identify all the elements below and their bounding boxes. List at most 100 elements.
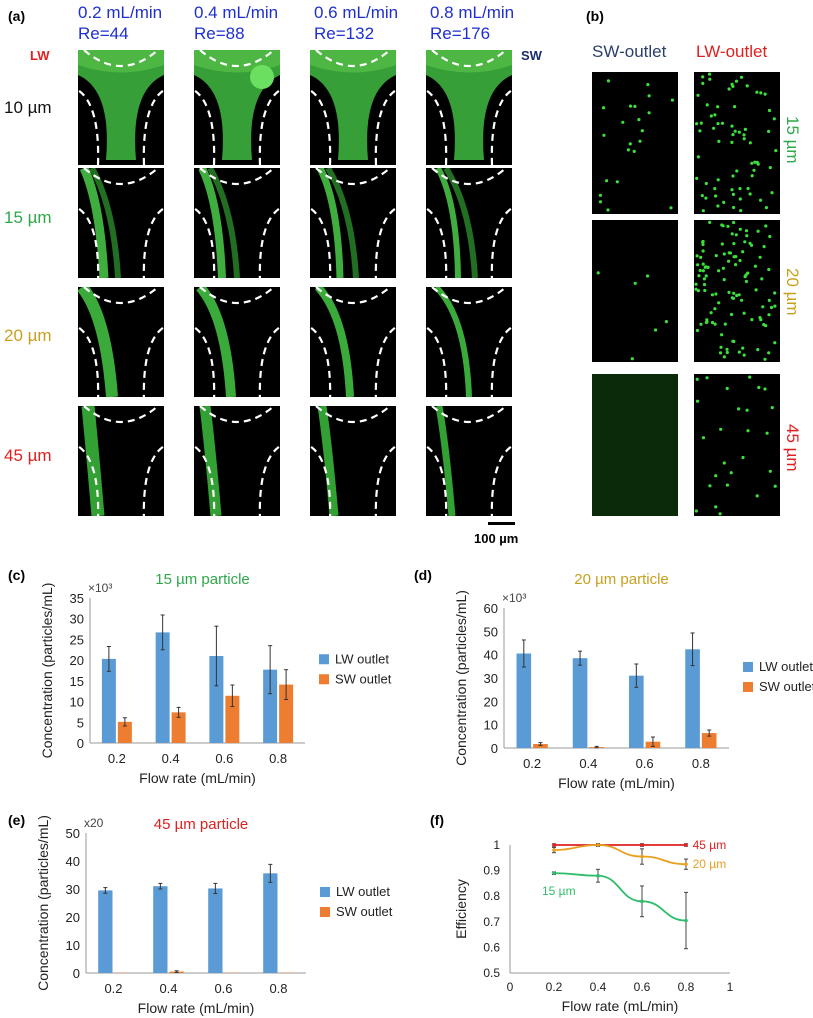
scale-bar-label: 100 µm [474,531,519,546]
y-tick-label: 50 [484,624,498,639]
bar [171,712,186,743]
y-tick-label: 15 [70,674,84,689]
chart-45um-concentration: (e) 45 µm particle x20 0 10 20 30 40 50 0.2 0.4 0.6… [8,812,393,1016]
chart-title: 20 µm particle [574,571,669,588]
chart-20um-concentration: (d) 20 µm particle ×10³ 0 10 20 30 40 50 60 0.2 0.4… [414,567,813,791]
x-tick-label: 0.6 [634,980,651,994]
micrograph-tile [194,287,280,397]
panel-label: (d) [414,567,432,583]
y-axis-label: Efficiency [453,879,469,939]
bar [101,658,116,743]
micrograph-tile [310,168,396,278]
column-header-3: 0.6 mL/min Re=132 [314,2,398,44]
data-point [552,848,556,852]
fluorescence-tile [592,374,678,516]
x-tick-label: 0.4 [579,756,597,771]
panel-label: (c) [8,567,25,583]
micrograph-tile [426,50,512,165]
x-axis-label: Flow rate (mL/min) [139,770,256,786]
column-header-4: 0.8 mL/min Re=176 [430,2,514,44]
legend-label: SW outlet [335,671,392,686]
y-tick-label: 20 [484,694,498,709]
y-tick-label: 0 [73,966,80,981]
x-axis-label: Flow rate (mL/min) [558,775,675,791]
bar [279,684,294,743]
y-tick-label: 30 [484,671,498,686]
lw-outlet-label: LW-outlet [696,42,768,61]
panel-label: (e) [8,812,25,828]
legend-swatch [743,682,753,692]
column-header-1: 0.2 mL/min Re=44 [78,2,162,44]
y-axis-label: Concentration (particles/mL) [35,815,51,991]
micrograph-tile [78,287,164,397]
reynolds-label: Re=176 [430,24,491,43]
bar [572,658,588,748]
x-tick-label: 0.4 [159,981,177,996]
legend-label: LW outlet [336,884,390,899]
bar [685,649,700,748]
bar [263,669,278,743]
bar [117,721,132,743]
x-tick-label: 1 [727,980,734,994]
micrograph-tile [310,287,396,397]
y-tick-label: 30 [70,612,84,627]
micrograph-tile [310,50,396,165]
micrograph-tile [194,406,280,516]
panel-b-label: (b) [586,8,604,24]
x-tick-label: 0.2 [108,751,126,766]
y-tick-label: 0.9 [483,864,500,878]
legend-label: LW outlet [335,651,389,666]
legend-swatch [319,674,329,685]
y-tick-label: 30 [66,882,80,897]
micrograph-tile [310,406,396,516]
column-header-2: 0.4 mL/min Re=88 [194,2,278,44]
row-label-45um: 45 µm [4,446,52,465]
legend-swatch [320,907,330,917]
legend-swatch [320,887,330,897]
scale-bar [488,522,515,525]
row-label-15um: 15 µm [4,208,52,227]
flow-rate-label: 0.8 mL/min [430,3,515,22]
bar [533,744,548,748]
lw-label: LW [30,48,50,63]
x-tick-label: 0.6 [215,751,233,766]
micrograph-tile [426,168,512,278]
x-tick-label: 0.2 [104,981,122,996]
bar [701,733,717,748]
fluo-row-label-20um: 20 µm [783,268,802,316]
legend-swatch [319,654,329,665]
legend-label: SW outlet [336,904,393,919]
series-label: 20 µm [693,857,727,871]
data-point [640,899,644,904]
data-point [552,843,556,847]
micrograph-tile [78,406,164,516]
chart-efficiency: (f) 0.5 0.6 0.7 0.8 0.9 1 0 0.2 0.4 0.6 0.8 1 Flow ra… [430,812,734,1014]
bar [208,888,223,973]
y-tick-label: 40 [484,648,498,663]
y-tick-label: 10 [66,938,80,953]
fluorescence-tile [694,374,780,516]
x-tick-label: 0 [507,980,514,994]
fluorescence-tile [592,220,678,362]
y-axis-label: Concentration (particles/mL) [453,590,469,766]
fluo-row-label-45um: 45 µm [783,424,802,472]
chart-title: 15 µm particle [155,571,250,588]
y-tick-label: 0 [491,741,498,756]
reynolds-label: Re=88 [194,24,245,43]
chart-15um-concentration: (c) 15 µm particle ×10³ 0 5 10 15 20 25 30 35 0.2 0.… [8,567,392,786]
y-tick-label: 0.5 [483,966,500,980]
y-multiplier: x20 [84,816,104,830]
data-point [596,843,600,847]
fluorescence-tile [694,72,780,214]
x-tick-label: 0.8 [269,981,287,996]
y-tick-label: 20 [66,910,80,925]
flow-rate-label: 0.2 mL/min [78,3,163,22]
micrograph-tile [426,287,512,397]
panel-a-label: (a) [8,8,26,24]
y-tick-label: 25 [70,632,84,647]
series-label: 45 µm [693,838,727,852]
bar [98,890,113,973]
legend-swatch [743,662,753,672]
y-tick-label: 50 [66,826,80,841]
data-point [596,873,600,878]
